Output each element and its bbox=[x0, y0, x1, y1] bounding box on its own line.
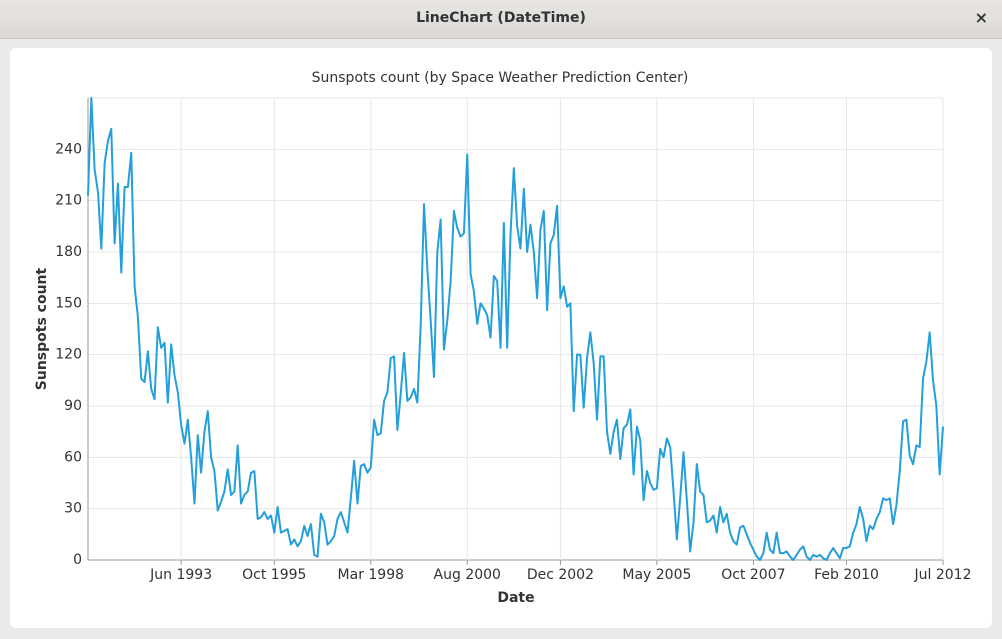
close-button[interactable]: × bbox=[974, 8, 988, 27]
x-tick-label: Jul 2012 bbox=[914, 567, 972, 583]
y-tick-label: 30 bbox=[64, 501, 82, 517]
chart-title: Sunspots count (by Space Weather Predict… bbox=[312, 70, 689, 86]
y-tick-label: 0 bbox=[73, 552, 82, 568]
y-tick-label: 150 bbox=[55, 295, 82, 311]
x-axis-label: Date bbox=[497, 590, 534, 606]
x-tick-label: Oct 1995 bbox=[242, 567, 306, 583]
y-tick-label: 60 bbox=[64, 449, 82, 465]
x-tick-label: Jun 1993 bbox=[149, 567, 212, 583]
x-tick-label: May 2005 bbox=[622, 567, 691, 583]
y-tick-label: 120 bbox=[55, 347, 82, 363]
window-title: LineChart (DateTime) bbox=[416, 10, 586, 26]
x-tick-label: Aug 2000 bbox=[434, 567, 501, 583]
title-bar: LineChart (DateTime) × bbox=[0, 0, 1002, 39]
data-line bbox=[87, 97, 944, 561]
x-tick-label: Dec 2002 bbox=[527, 567, 594, 583]
y-tick-label: 240 bbox=[55, 141, 82, 157]
y-tick-label: 90 bbox=[64, 398, 82, 414]
y-tick-label: 210 bbox=[55, 193, 82, 209]
y-axis-label: Sunspots count bbox=[34, 267, 50, 390]
x-tick-label: Feb 2010 bbox=[814, 567, 879, 583]
y-tick-label: 180 bbox=[55, 244, 82, 260]
x-tick-label: Mar 1998 bbox=[338, 567, 405, 583]
x-tick-label: Oct 2007 bbox=[721, 567, 785, 583]
